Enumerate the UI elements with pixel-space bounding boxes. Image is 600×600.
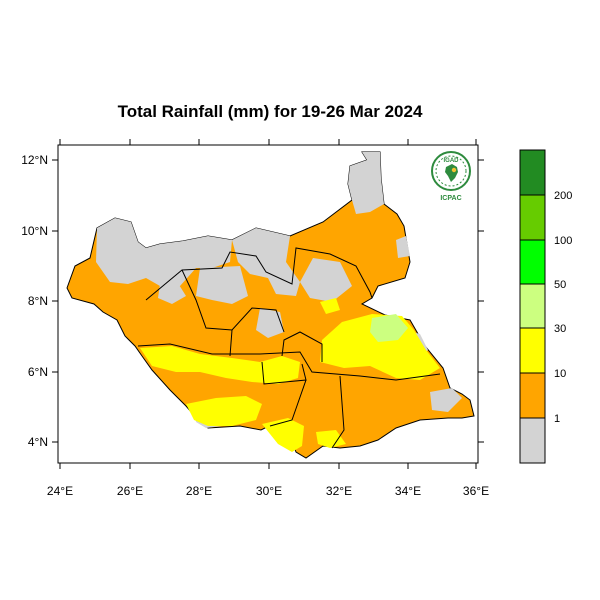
heavy-rain-area xyxy=(370,314,408,342)
colorbar-labels: 1 10 30 50 100 200 xyxy=(554,190,572,425)
igad-icpac-logo: IGAD ICPAC xyxy=(431,151,471,202)
colorbar-label: 100 xyxy=(554,235,572,247)
x-axis-ticks xyxy=(59,139,477,469)
admin-boundaries xyxy=(137,247,441,449)
y-tick-label: 12°N xyxy=(21,153,48,167)
colorbar-swatch xyxy=(519,194,546,241)
colorbar-label: 10 xyxy=(554,368,566,380)
y-tick-label: 10°N xyxy=(21,224,48,238)
colorbar-swatch xyxy=(519,239,546,285)
colorbar-swatch xyxy=(519,283,546,329)
colorbar-label: 200 xyxy=(554,190,572,202)
x-tick-label: 34°E xyxy=(395,484,421,498)
x-axis-labels: 24°E 26°E 28°E 30°E 32°E 34°E 36°E xyxy=(47,484,489,498)
colorbar-label: 30 xyxy=(554,323,566,335)
y-tick-label: 8°N xyxy=(28,294,48,308)
no-rain-areas xyxy=(96,152,462,428)
moderate-rain-areas xyxy=(140,298,440,452)
y-axis-labels: 12°N 10°N 8°N 6°N 4°N xyxy=(21,153,48,449)
x-tick-label: 32°E xyxy=(326,484,352,498)
logo-bottom-text: ICPAC xyxy=(440,195,461,202)
y-tick-label: 4°N xyxy=(28,435,48,449)
x-tick-label: 28°E xyxy=(186,484,212,498)
logo-top-text: IGAD xyxy=(444,158,460,164)
colorbar-label: 50 xyxy=(554,279,566,291)
map-title: Total Rainfall (mm) for 19-26 Mar 2024 xyxy=(117,102,423,121)
colorbar-label: 1 xyxy=(554,413,560,425)
x-tick-label: 36°E xyxy=(463,484,489,498)
x-tick-label: 30°E xyxy=(256,484,282,498)
x-tick-label: 26°E xyxy=(117,484,143,498)
y-axis-ticks xyxy=(52,159,484,443)
colorbar-swatch xyxy=(519,149,546,196)
colorbar xyxy=(519,149,546,464)
y-tick-label: 6°N xyxy=(28,365,48,379)
x-tick-label: 24°E xyxy=(47,484,73,498)
colorbar-swatch xyxy=(519,417,546,464)
colorbar-swatch xyxy=(519,372,546,419)
colorbar-swatch xyxy=(519,327,546,374)
